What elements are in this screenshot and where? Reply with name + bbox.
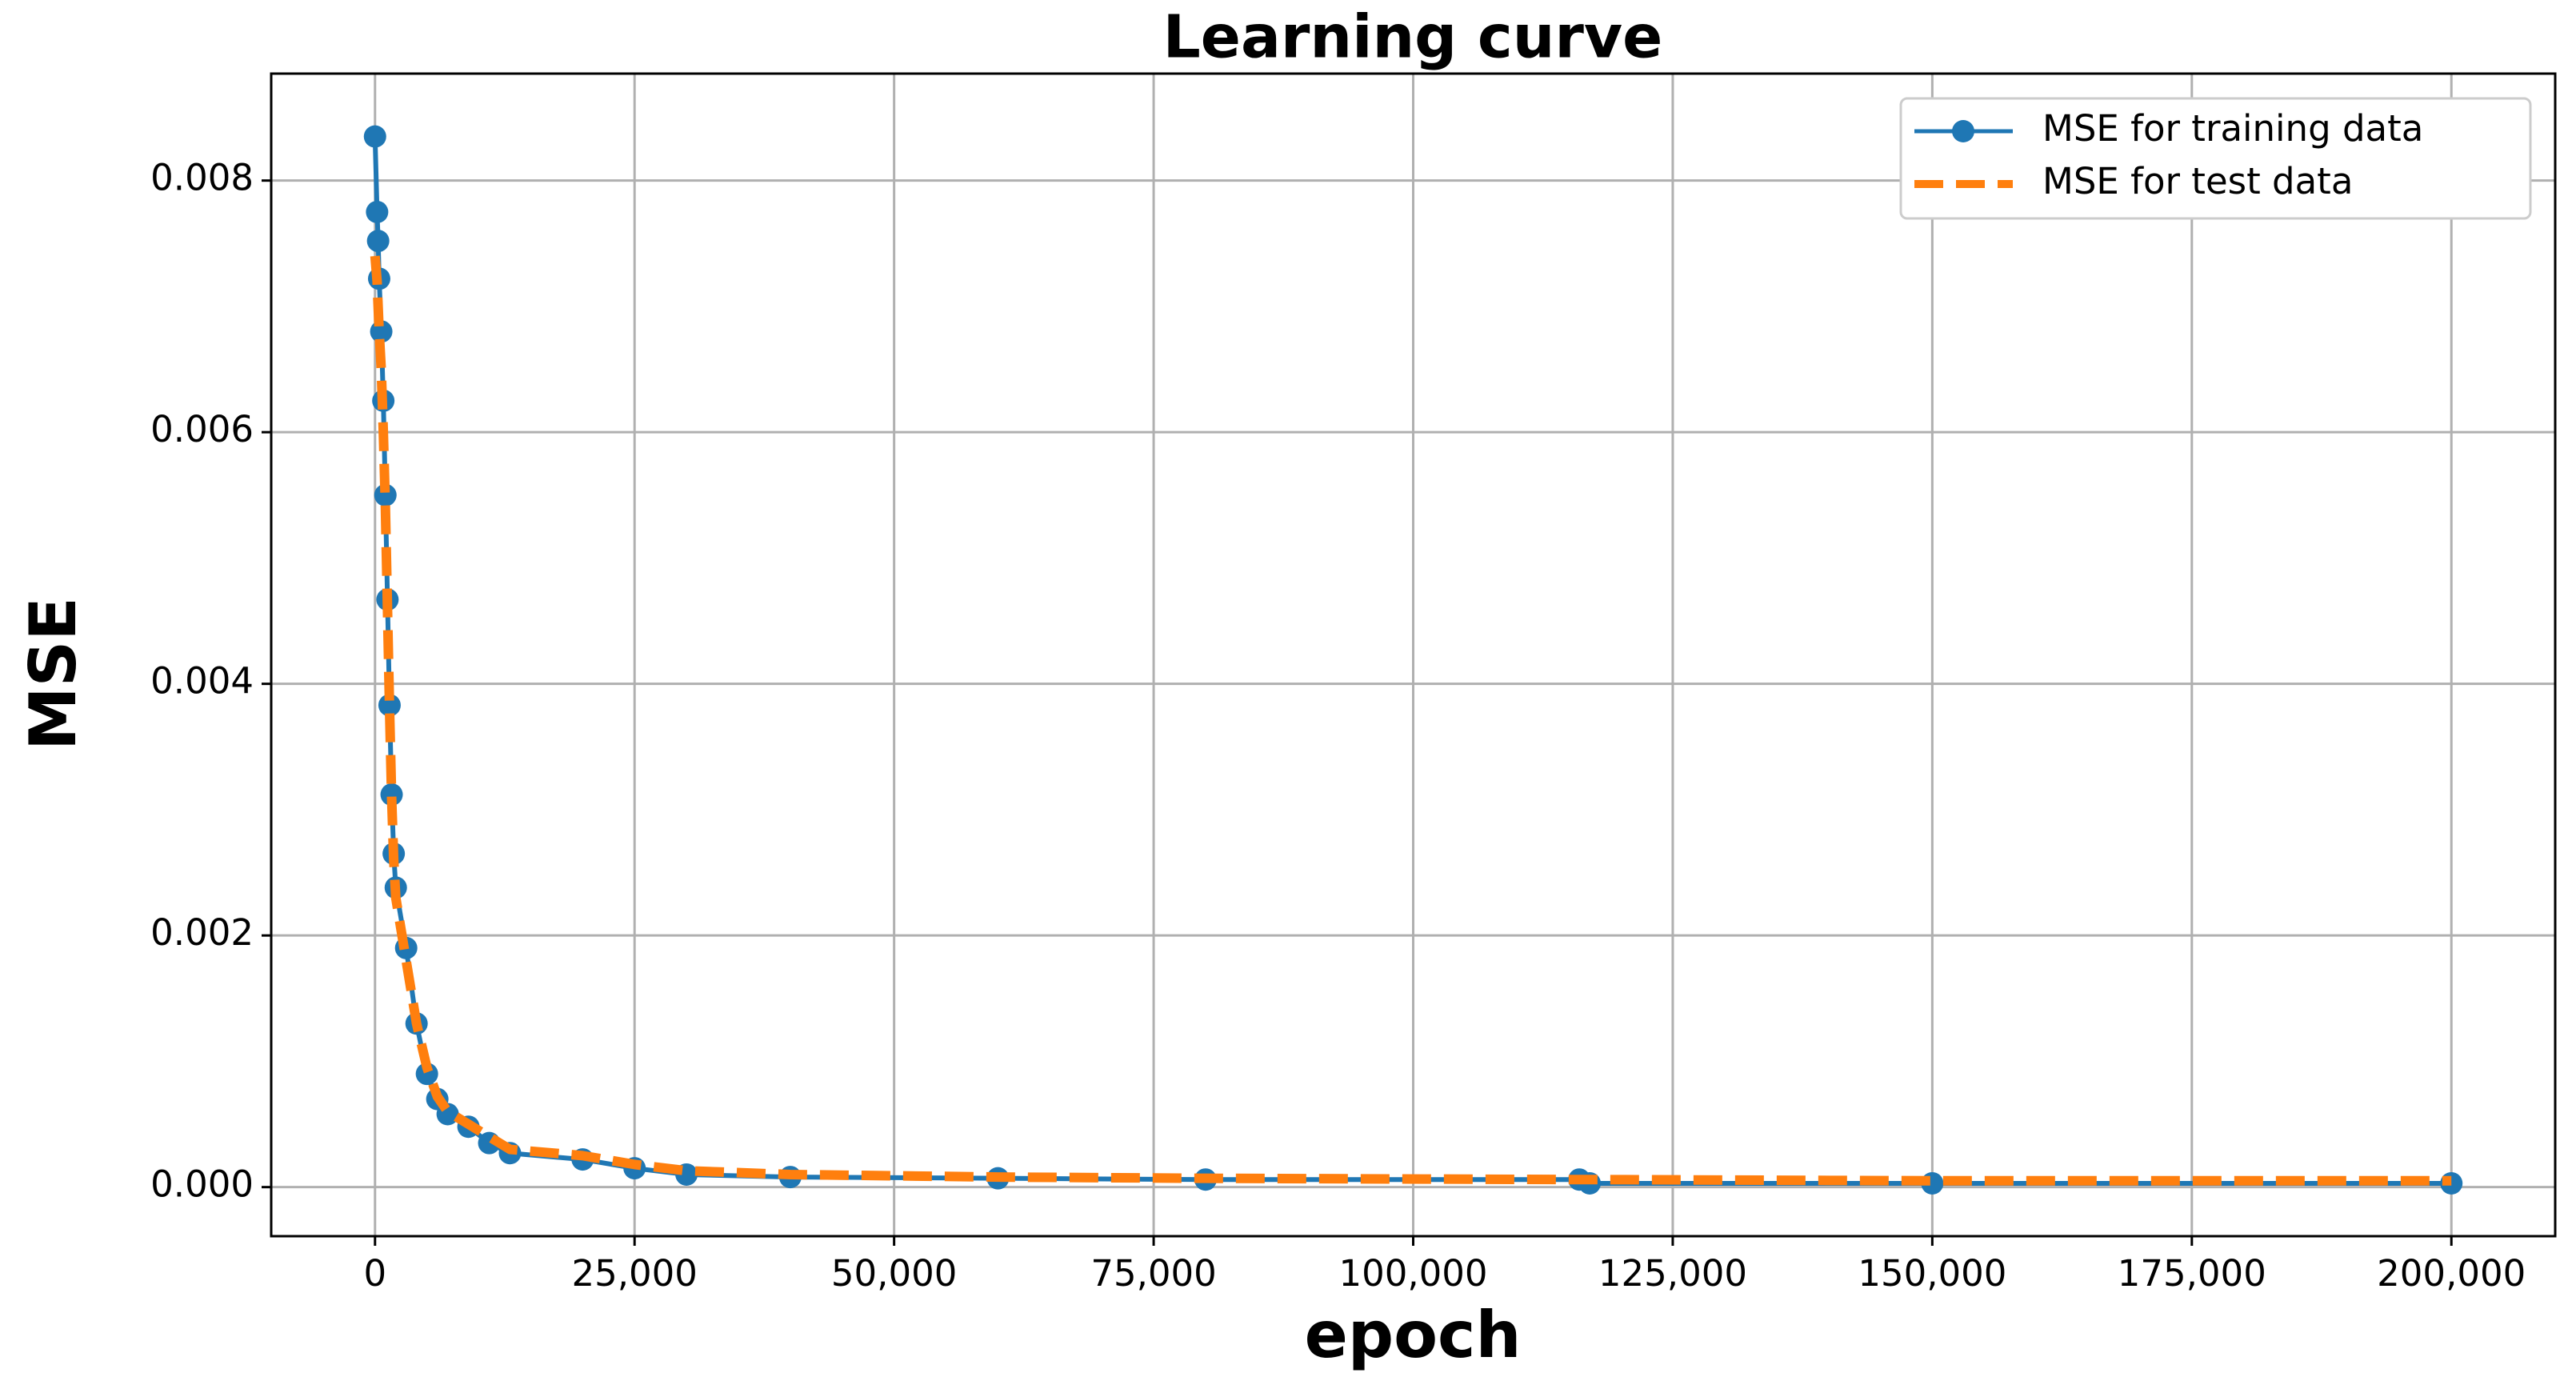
data-point (363, 125, 386, 148)
y-tick-label: 0.006 (150, 408, 254, 450)
x-tick-label: 75,000 (1090, 1252, 1216, 1295)
y-tick-label: 0.004 (150, 660, 254, 703)
legend-label: MSE for training data (2042, 107, 2423, 150)
y-tick-label: 0.000 (150, 1163, 254, 1206)
x-tick-label: 25,000 (571, 1252, 697, 1295)
data-point (380, 783, 403, 807)
chart-title: Learning curve (1163, 3, 1663, 72)
legend-label: MSE for test data (2042, 160, 2353, 202)
x-tick-label: 100,000 (1338, 1252, 1487, 1295)
y-tick-label: 0.002 (150, 911, 254, 954)
x-tick-label: 175,000 (2118, 1252, 2266, 1295)
x-axis-label: epoch (1305, 1298, 1522, 1372)
series-line (370, 255, 2452, 1186)
x-tick-label: 50,000 (831, 1252, 957, 1295)
y-axis-label: MSE (16, 597, 90, 751)
legend-marker (1952, 120, 1974, 142)
x-tick-label: 0 (363, 1252, 386, 1295)
legend-box (1899, 97, 2532, 220)
data-point (415, 1063, 438, 1086)
data-point (366, 200, 389, 223)
data-point (378, 694, 401, 717)
x-tick-label: 200,000 (2377, 1252, 2526, 1295)
data-point (366, 230, 390, 253)
x-tick-label: 125,000 (1598, 1252, 1747, 1295)
plot-frame (270, 72, 2557, 1238)
x-tick-label: 150,000 (1858, 1252, 2006, 1295)
y-tick-label: 0.008 (150, 157, 254, 199)
data-point (374, 483, 397, 506)
